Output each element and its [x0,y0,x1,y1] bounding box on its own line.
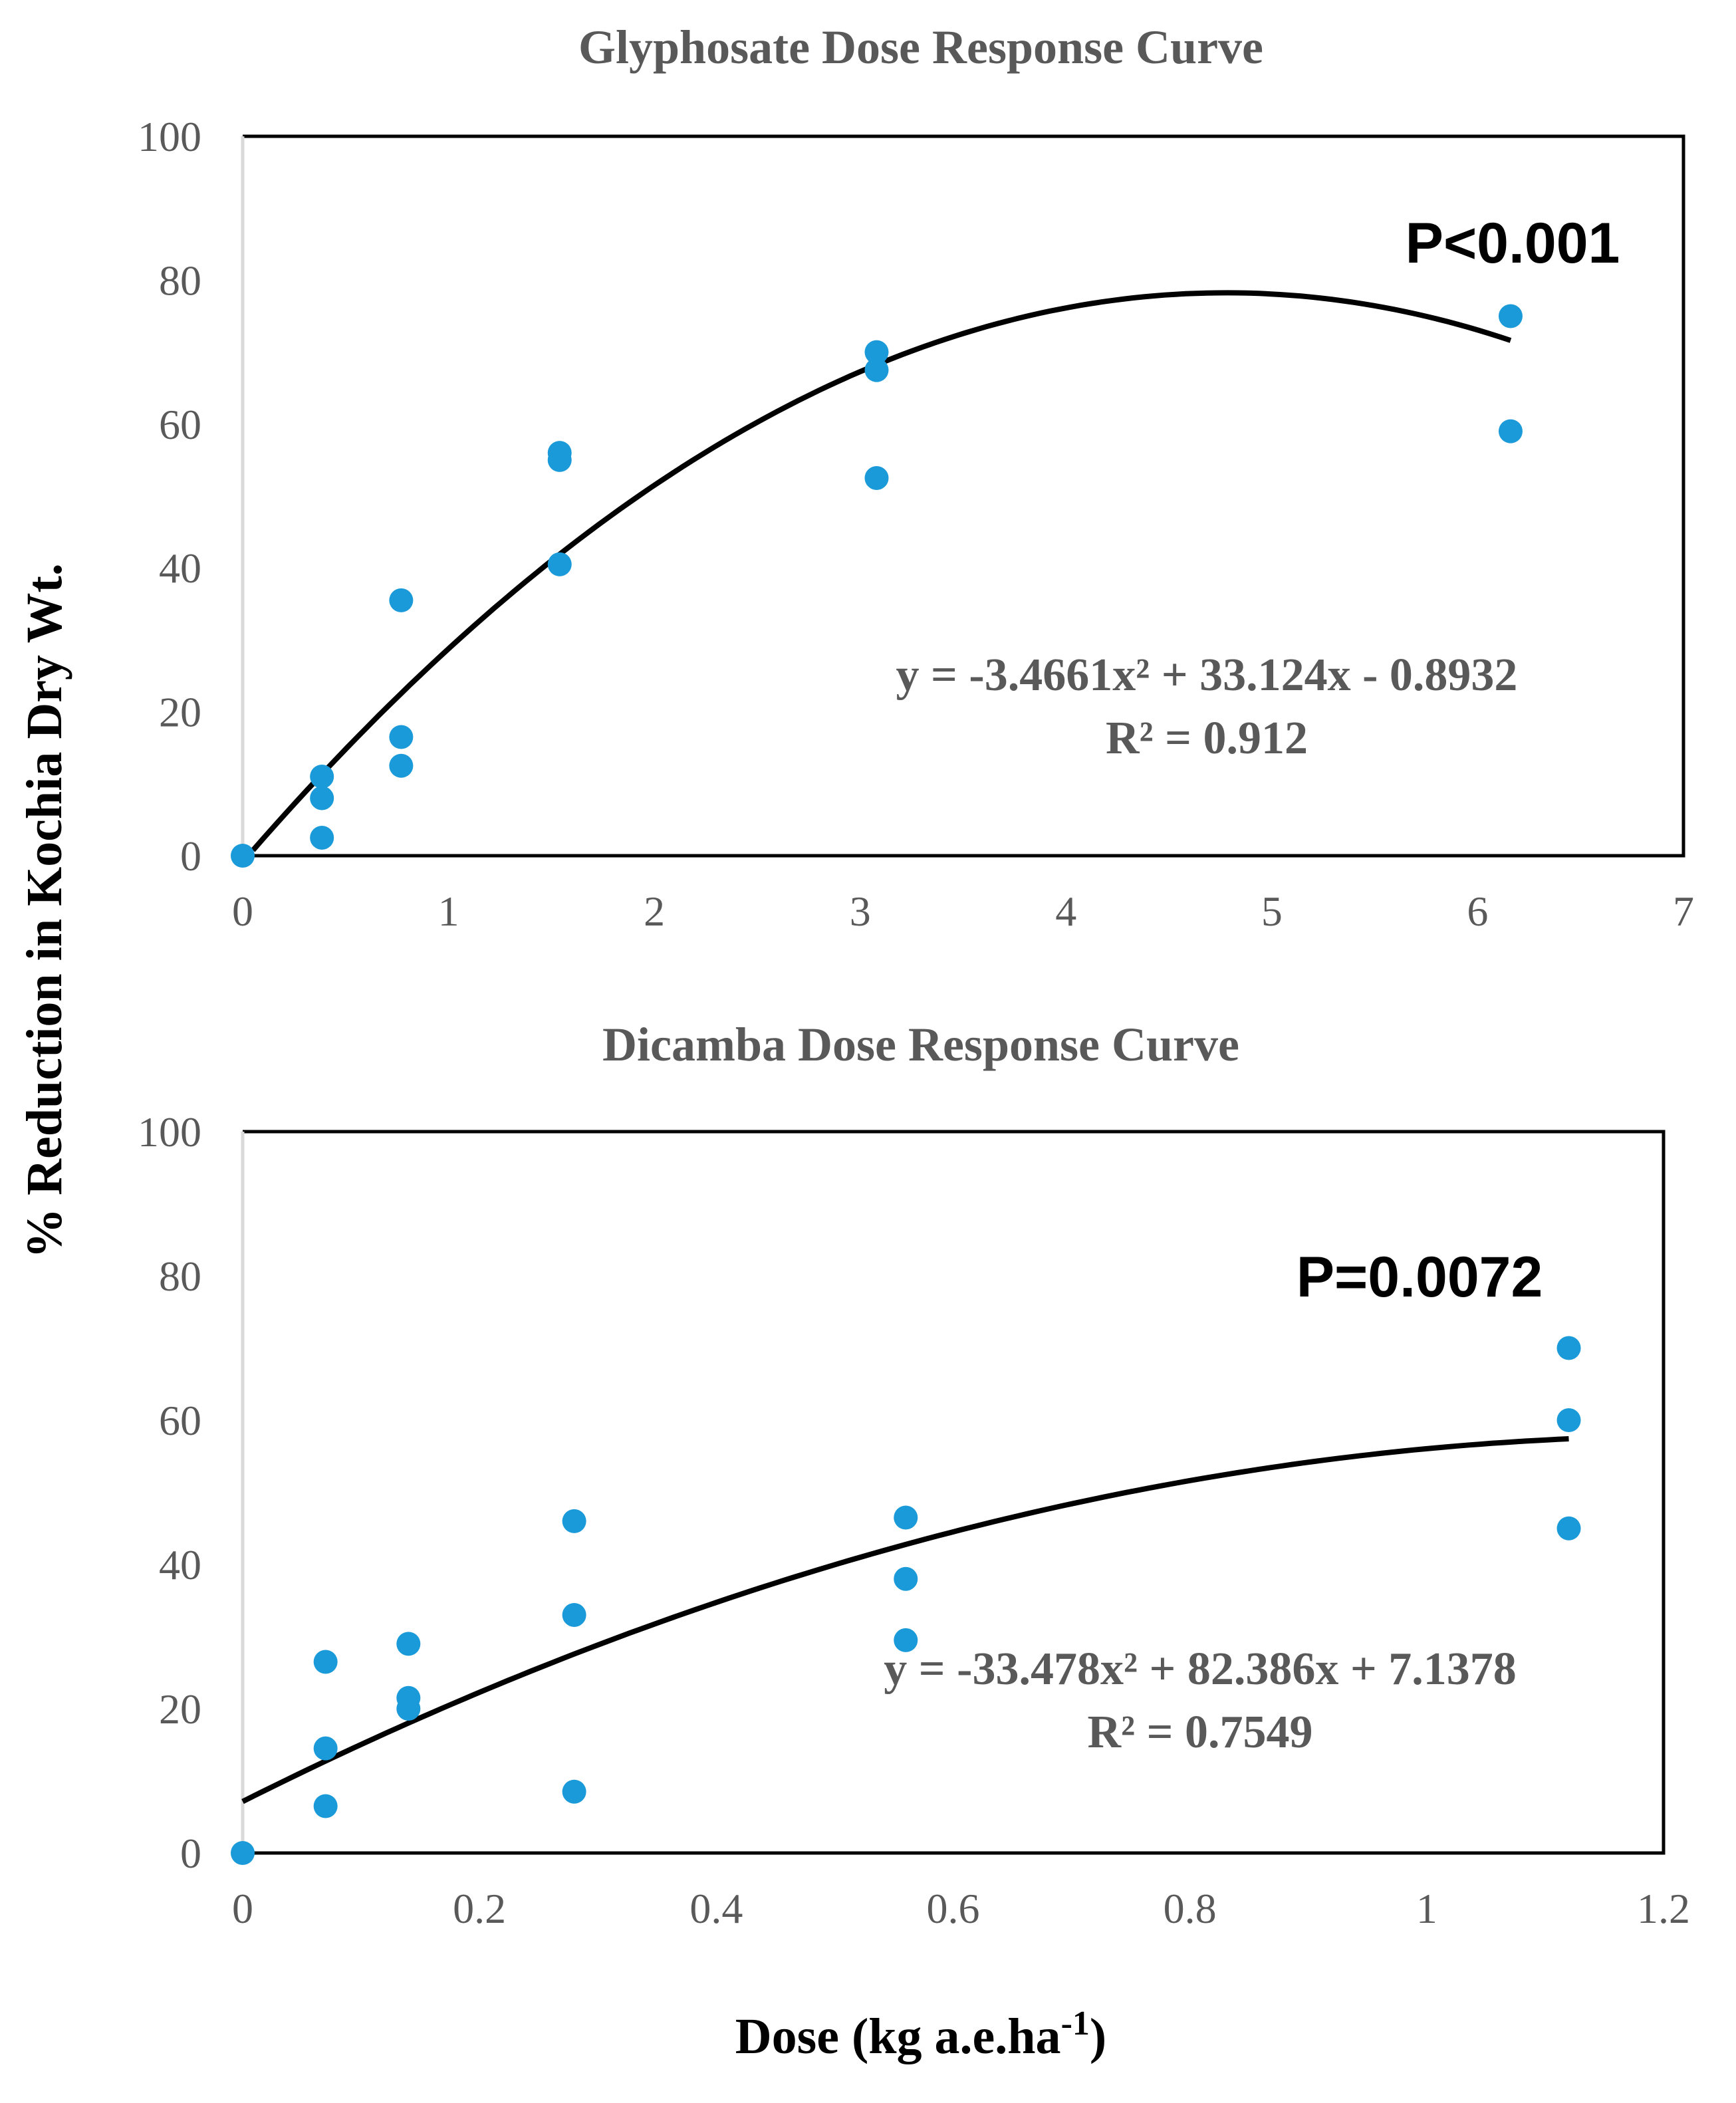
dicamba-x-tick-label: 0.8 [1164,1885,1217,1932]
glyphosate-x-tick-label: 2 [644,888,665,935]
glyphosate-data-point [231,844,255,868]
dicamba-x-tick-label: 1.2 [1637,1885,1690,1932]
dicamba-r-squared: R² = 0.7549 [1088,1707,1313,1758]
x-axis-title-main: Dose (kg a.e.ha [735,2009,1061,2064]
glyphosate-data-point [310,786,334,810]
dicamba-y-tick-label: 0 [180,1830,201,1877]
glyphosate-x-tick-label: 6 [1467,888,1488,935]
dicamba-x-tick-label: 1 [1416,1885,1437,1932]
glyphosate-data-point [310,764,334,789]
dicamba-p-value: P=0.0072 [1297,1245,1543,1309]
dicamba-x-tick-label: 0.2 [453,1885,506,1932]
dicamba-data-point [231,1841,255,1865]
dicamba-data-point [562,1779,586,1804]
x-axis-title-tail: ) [1090,2009,1106,2064]
x-axis-title: Dose (kg a.e.ha-1) [735,2005,1106,2064]
dicamba-data-point [894,1505,918,1530]
glyphosate-chart-title: Glyphosate Dose Response Curve [578,21,1263,74]
dicamba-data-point [1556,1516,1581,1541]
glyphosate-y-tick-label: 0 [180,832,201,880]
dicamba-data-point [1556,1336,1581,1360]
dicamba-y-tick-label: 60 [159,1397,201,1444]
dicamba-data-point [562,1602,586,1627]
glyphosate-plot-area: 0 20 40 60 80 100 0 1 2 3 4 5 6 7 [138,113,1694,935]
dicamba-data-point [894,1566,918,1591]
glyphosate-x-tick-label: 0 [232,888,253,935]
dicamba-x-tick-label: 0.4 [689,1885,743,1932]
y-axis-title: % Reduction in Kochia Dry Wt. [17,563,72,1259]
glyphosate-plot-frame [243,134,1685,858]
dicamba-data-point [313,1650,338,1674]
glyphosate-data-point [864,465,889,490]
glyphosate-x-tick-label: 3 [850,888,871,935]
glyphosate-data-point [864,340,889,364]
dicamba-chart-title: Dicamba Dose Response Curve [602,1018,1239,1071]
dicamba-data-point [396,1697,421,1721]
dicamba-plot-frame [243,1130,1666,1855]
glyphosate-y-tick-label: 100 [138,113,201,160]
dicamba-chart: Dicamba Dose Response Curve 020406080100… [138,1018,1690,1932]
glyphosate-y-tick-label: 40 [159,545,201,592]
glyphosate-data-point [547,552,572,576]
dicamba-y-tick-label: 80 [159,1253,201,1300]
glyphosate-x-tick-label: 7 [1673,888,1694,935]
dicamba-data-point [396,1632,421,1656]
dicamba-equation: y = -33.478x² + 82.386x + 7.1378 [884,1644,1516,1695]
glyphosate-y-tick-label: 60 [159,401,201,448]
dicamba-y-tick-label: 20 [159,1685,201,1733]
glyphosate-r-squared: R² = 0.912 [1106,713,1308,764]
dicamba-data-point [1556,1408,1581,1432]
dicamba-y-tick-label: 100 [138,1108,201,1156]
dicamba-data-point [313,1794,338,1818]
glyphosate-data-point [389,725,414,749]
glyphosate-data-point [1498,419,1523,443]
glyphosate-data-point [1498,304,1523,328]
glyphosate-x-tick-label: 1 [438,888,459,935]
dicamba-x-tick-label: 0.6 [927,1885,980,1932]
dicamba-plot-area: 0 20 40 60 80 100 0 0.2 0.4 0.6 0.8 1 1.2 [138,1108,1690,1932]
glyphosate-equation: y = -3.4661x² + 33.124x - 0.8932 [896,650,1518,701]
x-axis-title-superscript: -1 [1061,2005,1090,2042]
glyphosate-y-tick-label: 80 [159,257,201,304]
glyphosate-chart: Glyphosate Dose Response Curve 020406080… [138,21,1694,935]
glyphosate-data-point [389,588,414,612]
dicamba-data-point [313,1736,338,1761]
glyphosate-data-point [547,447,572,472]
dicamba-x-tick-label: 0 [232,1885,253,1932]
glyphosate-y-tick-label: 20 [159,689,201,736]
dicamba-data-point [562,1509,586,1533]
glyphosate-data-point [310,825,334,850]
dicamba-trendline [241,1436,1569,1804]
dicamba-data-point [894,1628,918,1652]
glyphosate-p-value: P<0.001 [1406,211,1620,275]
glyphosate-data-point [389,753,414,778]
glyphosate-x-tick-label: 5 [1261,888,1283,935]
glyphosate-data-point [864,358,889,382]
glyphosate-x-tick-label: 4 [1055,888,1076,935]
dicamba-y-tick-label: 40 [159,1541,201,1588]
